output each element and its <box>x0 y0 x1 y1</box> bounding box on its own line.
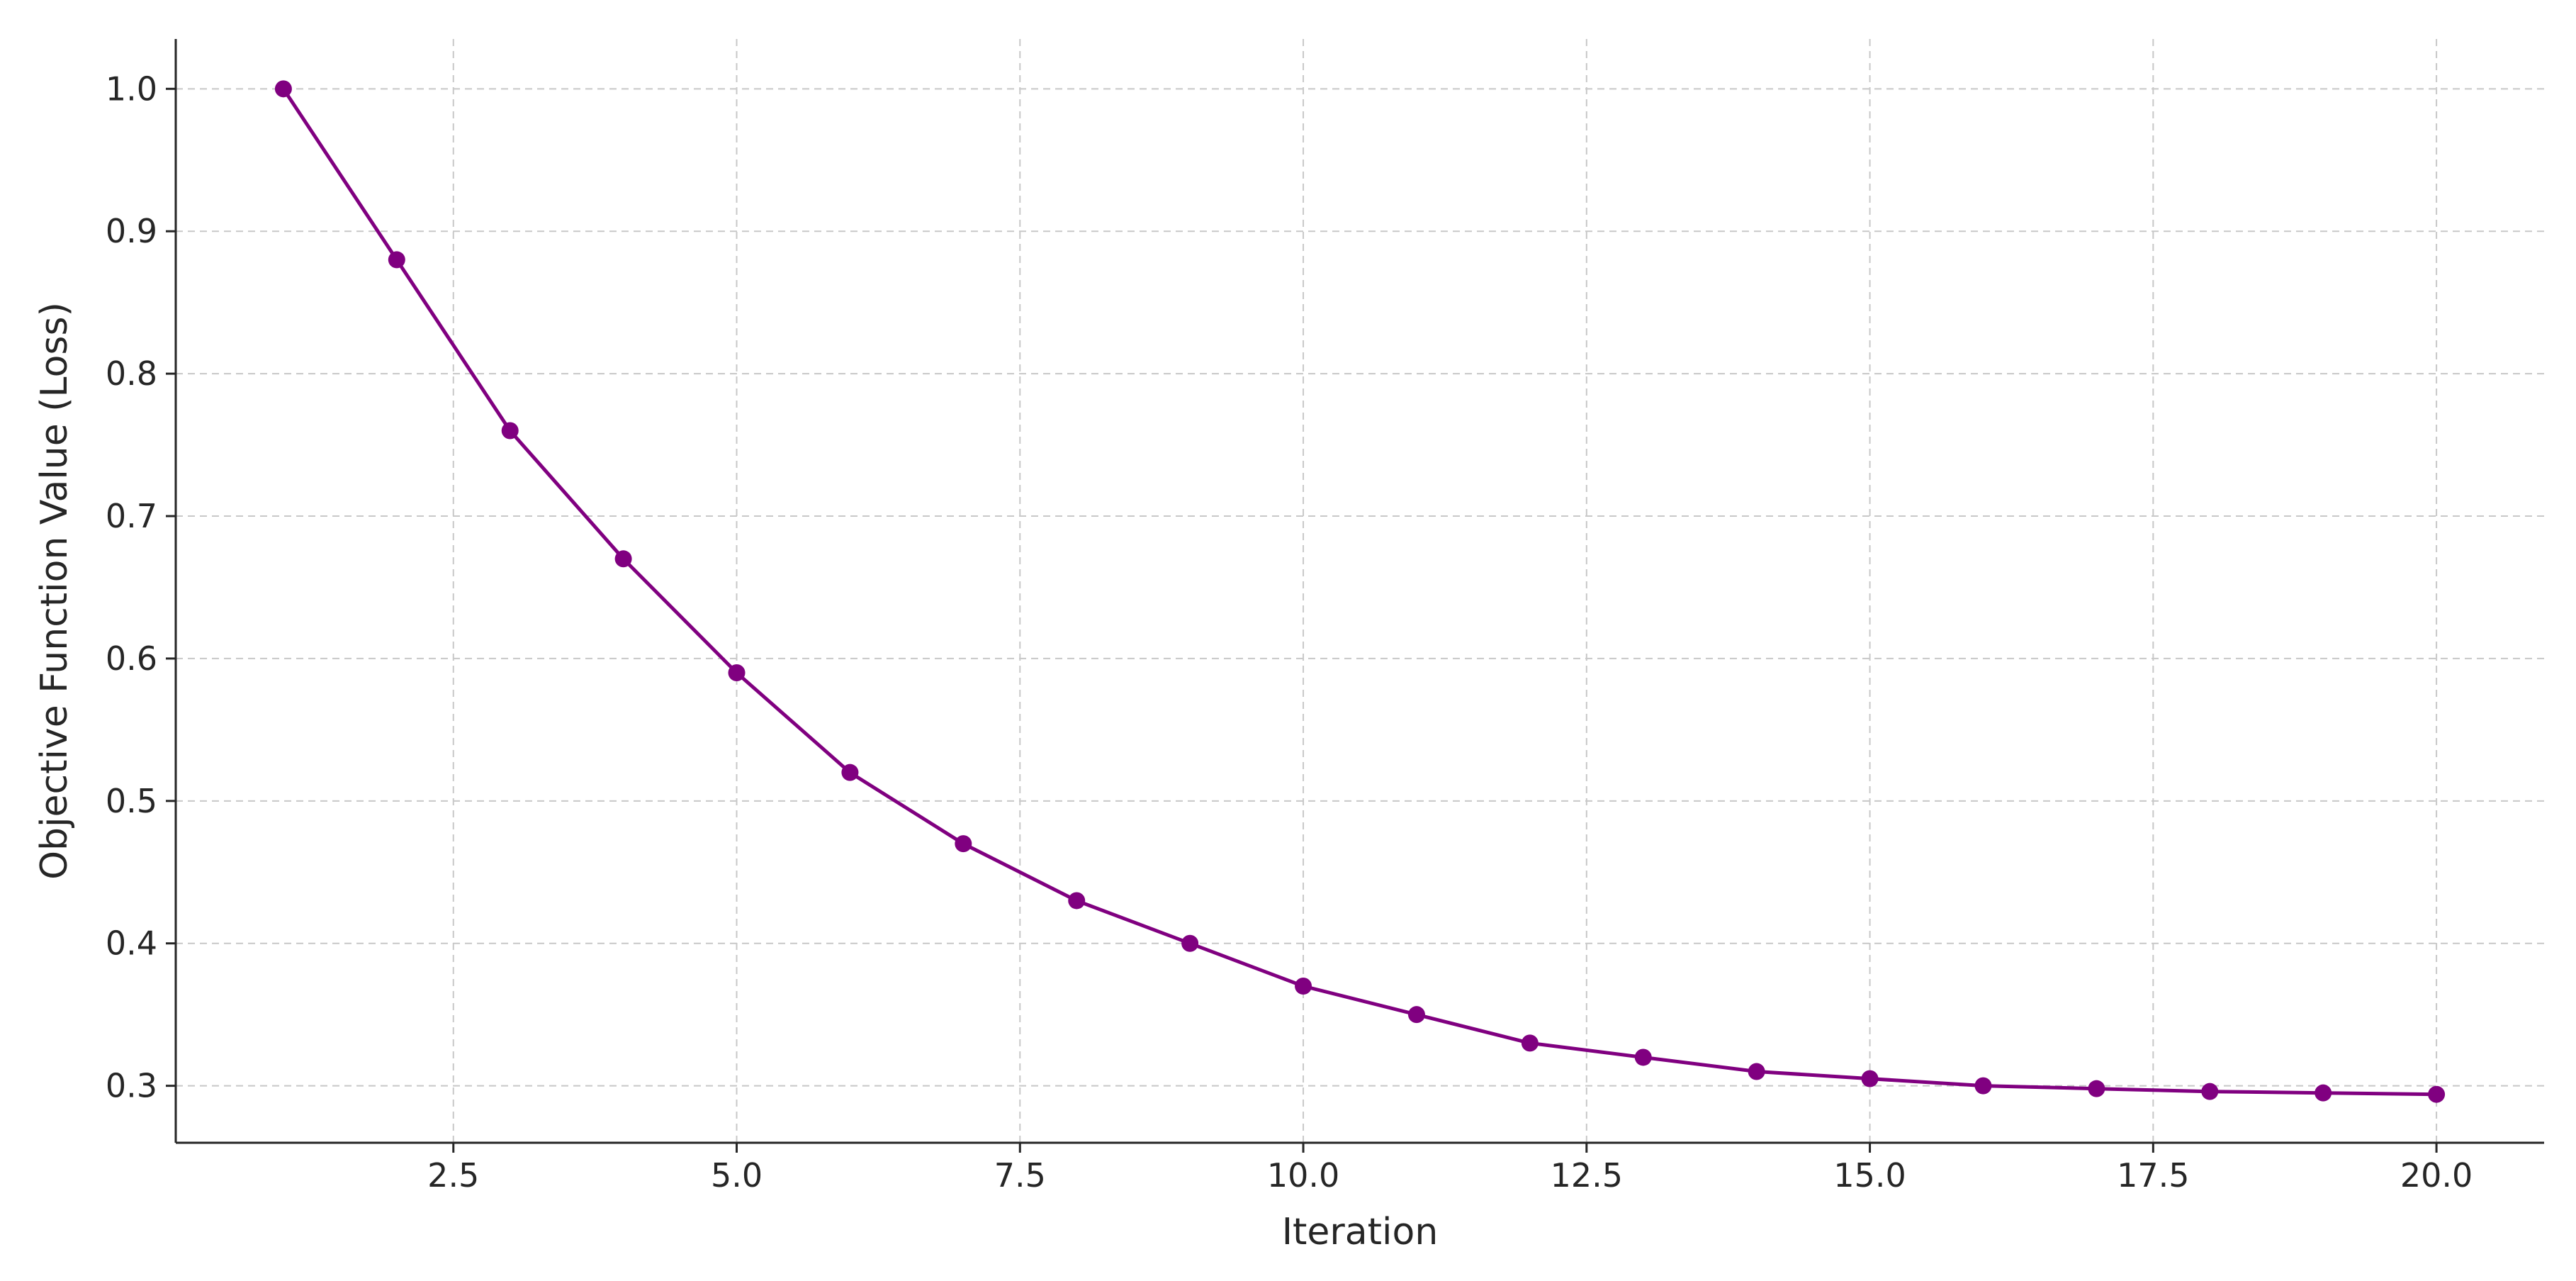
data-point <box>274 80 292 98</box>
y-tick-label: 0.5 <box>106 782 157 820</box>
x-tick-label: 2.5 <box>427 1156 479 1195</box>
x-tick-label: 20.0 <box>2400 1156 2473 1195</box>
data-point <box>841 763 859 781</box>
x-tick-label: 15.0 <box>1833 1156 1906 1195</box>
y-tick-label: 0.7 <box>106 497 157 535</box>
data-point <box>1295 978 1312 995</box>
data-point <box>1407 1006 1425 1024</box>
data-point <box>501 422 519 440</box>
x-tick-label: 17.5 <box>2117 1156 2189 1195</box>
y-axis-title: Objective Function Value (Loss) <box>33 302 76 880</box>
data-point <box>2315 1084 2332 1102</box>
x-axis-ticks: 2.5 5.0 7.5 10.0 12.5 15.0 17.5 20.0 <box>427 1143 2473 1195</box>
data-point <box>388 251 405 269</box>
data-point <box>955 835 972 853</box>
y-tick-label: 0.3 <box>106 1067 157 1105</box>
data-point <box>1748 1063 1765 1080</box>
data-point <box>1861 1070 1879 1087</box>
axes <box>174 39 2544 1144</box>
data-point <box>2088 1080 2105 1097</box>
data-point <box>1521 1034 1539 1052</box>
data-point <box>1634 1048 1652 1066</box>
data-point <box>2428 1085 2446 1103</box>
data-point <box>1068 892 1086 910</box>
data-point <box>1974 1077 1992 1095</box>
x-tick-label: 12.5 <box>1551 1156 1623 1195</box>
x-tick-label: 5.0 <box>711 1156 763 1195</box>
y-tick-label: 0.4 <box>106 924 157 963</box>
x-axis-title: Iteration <box>1282 1211 1439 1253</box>
y-axis-ticks: 0.3 0.4 0.5 0.6 0.7 0.8 0.9 1.0 <box>106 69 176 1105</box>
series <box>274 80 2446 1103</box>
y-tick-label: 0.9 <box>106 212 157 250</box>
y-tick-label: 0.6 <box>106 639 157 678</box>
grid <box>176 39 2544 1143</box>
y-tick-label: 0.8 <box>106 354 157 393</box>
data-point <box>728 664 746 682</box>
y-tick-label: 1.0 <box>106 69 157 108</box>
data-point <box>614 550 632 568</box>
data-point <box>1181 934 1199 952</box>
data-point <box>2201 1083 2219 1100</box>
x-tick-label: 10.0 <box>1267 1156 1339 1195</box>
x-tick-label: 7.5 <box>994 1156 1046 1195</box>
series-line <box>281 87 2437 1097</box>
